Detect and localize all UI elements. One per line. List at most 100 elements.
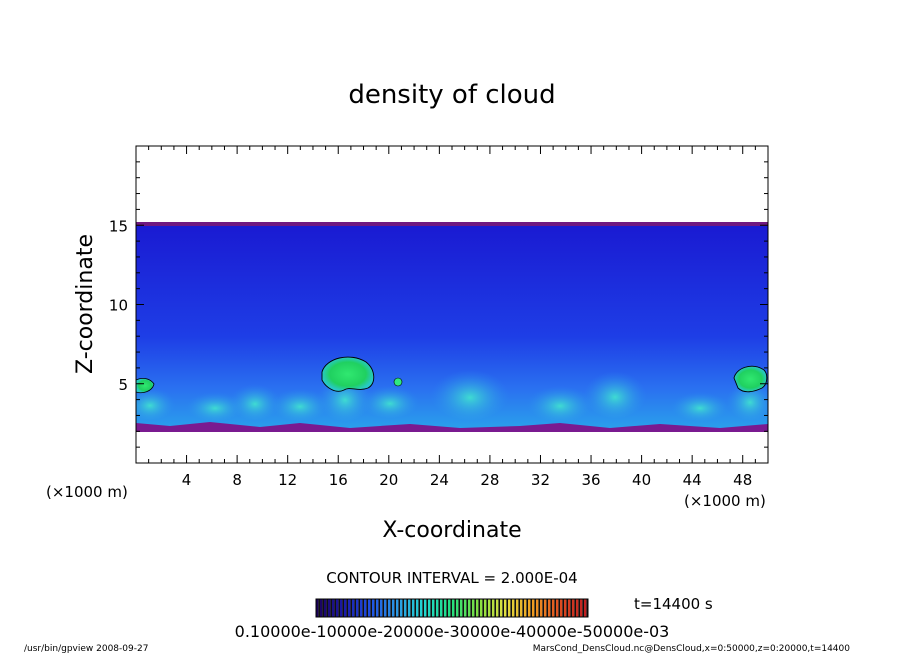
- colorbar-stripe-gap: [570, 599, 572, 617]
- colorbar-stripe: [496, 599, 499, 617]
- colorbar-stripe: [384, 599, 387, 617]
- colorbar-stripe: [556, 599, 559, 617]
- cloud-cells: [136, 356, 768, 394]
- colorbar-stripe-gap: [514, 599, 516, 617]
- colorbar-stripe-gap: [358, 599, 360, 617]
- colorbar-stripe-gap: [474, 599, 476, 617]
- colorbar-stripe: [452, 599, 455, 617]
- colorbar-stripe: [372, 599, 375, 617]
- cloud-cell-3: [733, 365, 768, 393]
- colorbar-stripe: [508, 599, 511, 617]
- y-tick-label: 15: [109, 217, 128, 235]
- colorbar-stripe-gap: [370, 599, 372, 617]
- colorbar-stripe-gap: [322, 599, 324, 617]
- x-tick-label: 12: [278, 471, 297, 489]
- contour-interval-label: CONTOUR INTERVAL = 2.000E-04: [326, 569, 577, 587]
- colorbar-stripe-gap: [346, 599, 348, 617]
- colorbar-stripe-gap: [478, 599, 480, 617]
- colorbar-stripe: [328, 599, 331, 617]
- colorbar-stripe-gap: [330, 599, 332, 617]
- colorbar-stripe-gap: [402, 599, 404, 617]
- colorbar-stripe-gap: [318, 599, 320, 617]
- y-tick-label: 5: [118, 376, 128, 394]
- footer-right: MarsCond_DensCloud.nc@DensCloud,x=0:5000…: [533, 644, 850, 654]
- colorbar-stripe: [540, 599, 543, 617]
- colorbar-stripe-gap: [558, 599, 560, 617]
- colorbar-stripe-gap: [550, 599, 552, 617]
- chart-title: density of cloud: [348, 80, 555, 110]
- colorbar-stripe-gap: [350, 599, 352, 617]
- colorbar-stripe-gap: [362, 599, 364, 617]
- colorbar-stripe-gap: [394, 599, 396, 617]
- colorbar-stripe: [400, 599, 403, 617]
- colorbar-stripe-gap: [502, 599, 504, 617]
- footer-left: /usr/bin/gpview 2008-09-27: [24, 644, 148, 654]
- colorbar-stripe: [524, 599, 527, 617]
- colorbar-stripe: [352, 599, 355, 617]
- colorbar-stripe: [532, 599, 535, 617]
- colorbar-stripe: [404, 599, 407, 617]
- colorbar-stripe: [316, 599, 319, 617]
- colorbar-stripe: [360, 599, 363, 617]
- colorbar-stripe: [520, 599, 523, 617]
- colorbar-stripe-gap: [406, 599, 408, 617]
- colorbar-stripe: [460, 599, 463, 617]
- colorbar-stripe-gap: [462, 599, 464, 617]
- colorbar-stripe-gap: [338, 599, 340, 617]
- colorbar-stripe-gap: [566, 599, 568, 617]
- colorbar-stripe: [536, 599, 539, 617]
- colorbar-stripe: [480, 599, 483, 617]
- colorbar-stripe: [388, 599, 391, 617]
- colorbar-stripe: [576, 599, 579, 617]
- colorbar-stripe: [544, 599, 547, 617]
- colorbar-stripe-gap: [386, 599, 388, 617]
- colorbar-stripe-gap: [430, 599, 432, 617]
- x-tick-label: 24: [430, 471, 449, 489]
- colorbar-stripe: [344, 599, 347, 617]
- colorbar-stripe-gap: [442, 599, 444, 617]
- colorbar-stripe-gap: [538, 599, 540, 617]
- colorbar-stripe-gap: [578, 599, 580, 617]
- colorbar-stripe-gap: [534, 599, 536, 617]
- colorbar-stripe-gap: [426, 599, 428, 617]
- colorbar-stripe: [428, 599, 431, 617]
- colorbar-stripe: [456, 599, 459, 617]
- colorbar-stripe: [432, 599, 435, 617]
- colorbar-stripe: [572, 599, 575, 617]
- cyan-puffs: [136, 364, 768, 422]
- time-label: t=14400 s: [634, 595, 713, 613]
- colorbar-stripe-gap: [374, 599, 376, 617]
- x-axis-ticks: 4 8 12 16 20 24 28 32 36 40 44 48: [135, 146, 769, 489]
- colorbar-stripe-gap: [458, 599, 460, 617]
- colorbar-stripe: [440, 599, 443, 617]
- colorbar-stripe: [424, 599, 427, 617]
- colorbar-stripe: [320, 599, 323, 617]
- colorbar-stripe-gap: [434, 599, 436, 617]
- colorbar-stripe-gap: [414, 599, 416, 617]
- colorbar-stripe-gap: [418, 599, 420, 617]
- colorbar-stripe-gap: [410, 599, 412, 617]
- colorbar-stripe: [376, 599, 379, 617]
- colorbar-stripe: [356, 599, 359, 617]
- colorbar-stripe-gap: [562, 599, 564, 617]
- colorbar-stripe: [472, 599, 475, 617]
- cloud-base-band: [136, 422, 768, 432]
- x-tick-label: 8: [232, 471, 242, 489]
- colorbar-stripe-gap: [526, 599, 528, 617]
- colorbar-stripe: [416, 599, 419, 617]
- cloud-cell-1: [136, 377, 155, 394]
- colorbar-stripe: [528, 599, 531, 617]
- colorbar-stripe-gap: [382, 599, 384, 617]
- colorbar-stripe-gap: [546, 599, 548, 617]
- colorbar-stripe-gap: [494, 599, 496, 617]
- colorbar-frame: [315, 598, 589, 618]
- colorbar-stripe-gap: [342, 599, 344, 617]
- colorbar-stripe-gap: [490, 599, 492, 617]
- colorbar-stripe: [548, 599, 551, 617]
- colorbar-stripe: [568, 599, 571, 617]
- colorbar-stripe: [436, 599, 439, 617]
- x-tick-label: 28: [480, 471, 499, 489]
- colorbar-stripe: [500, 599, 503, 617]
- x-tick-label: 40: [632, 471, 651, 489]
- colorbar-stripe: [336, 599, 339, 617]
